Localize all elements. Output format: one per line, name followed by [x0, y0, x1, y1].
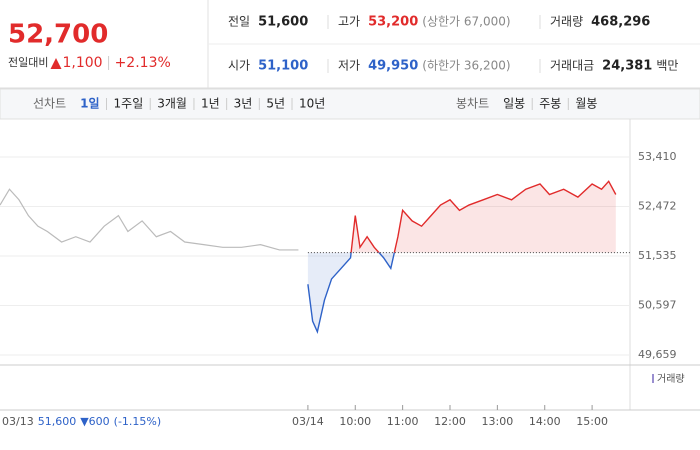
x-tick-label: 13:00: [482, 415, 514, 428]
up-arrow: [50, 58, 62, 69]
period-tab[interactable]: 10년: [299, 97, 325, 111]
period-tab[interactable]: 3개월: [157, 97, 187, 111]
tab-label: 선차트: [33, 97, 66, 111]
x-tick-label: 03/14: [292, 415, 324, 428]
period-tab[interactable]: 3년: [234, 97, 253, 111]
stat-value: 468,296: [591, 15, 650, 30]
x-tick-label: 10:00: [339, 415, 371, 428]
stat-label: 전일: [228, 15, 250, 29]
candle-tab[interactable]: 월봉: [575, 97, 597, 111]
stat-value: 51,600: [258, 15, 308, 30]
price-line-down: [307, 252, 396, 334]
period-tab[interactable]: 1주일: [114, 97, 144, 111]
footer-text: ▼600: [80, 415, 109, 428]
x-tick-label: 12:00: [434, 415, 466, 428]
stat-extra: 백만: [656, 59, 678, 73]
change-label: 전일대비: [8, 55, 48, 69]
footer-text: 03/13: [2, 415, 34, 428]
stat-label: 거래량: [550, 15, 583, 29]
legend-swatch: [652, 374, 654, 383]
stat-label: 고가: [338, 15, 360, 29]
candle-tab[interactable]: 일봉: [503, 97, 525, 111]
stat-value: 49,950: [368, 59, 418, 74]
stat-label: 시가: [228, 59, 250, 73]
price-line: [0, 188, 299, 251]
change-pct: +2.13%: [115, 55, 171, 71]
x-tick-label: 15:00: [576, 415, 608, 428]
period-tab[interactable]: 5년: [266, 97, 285, 111]
y-tick-label: 53,410: [638, 150, 677, 163]
change: 1,100: [62, 55, 102, 71]
tab-label: 봉차트: [456, 97, 489, 111]
x-tick-label: 11:00: [387, 415, 419, 428]
footer-text: (-1.15%): [114, 415, 162, 428]
period-tab[interactable]: 1일: [80, 97, 99, 111]
area-down: [307, 252, 395, 332]
stat-label: 저가: [338, 59, 360, 73]
tab-bar: [0, 88, 700, 120]
stat-value: 51,100: [258, 59, 308, 74]
footer-text: 51,600: [38, 415, 77, 428]
y-tick-label: 49,659: [638, 348, 677, 361]
x-tick-label: 14:00: [529, 415, 561, 428]
price-line-up: [350, 180, 617, 253]
stat-extra: (하한가 36,200): [422, 59, 510, 73]
legend-label: 거래량: [657, 373, 685, 385]
price: 52,700: [8, 20, 108, 50]
y-tick-label: 50,597: [638, 299, 677, 312]
candle-tab[interactable]: 주봉: [539, 97, 561, 111]
period-tab[interactable]: 1년: [201, 97, 220, 111]
area-up: [307, 181, 616, 253]
stat-label: 거래대금: [550, 59, 594, 73]
y-tick-label: 52,472: [638, 200, 677, 213]
stat-value: 24,381: [602, 59, 652, 74]
y-tick-label: 51,535: [638, 249, 677, 262]
stat-extra: (상한가 67,000): [422, 15, 510, 29]
stat-value: 53,200: [368, 15, 418, 30]
